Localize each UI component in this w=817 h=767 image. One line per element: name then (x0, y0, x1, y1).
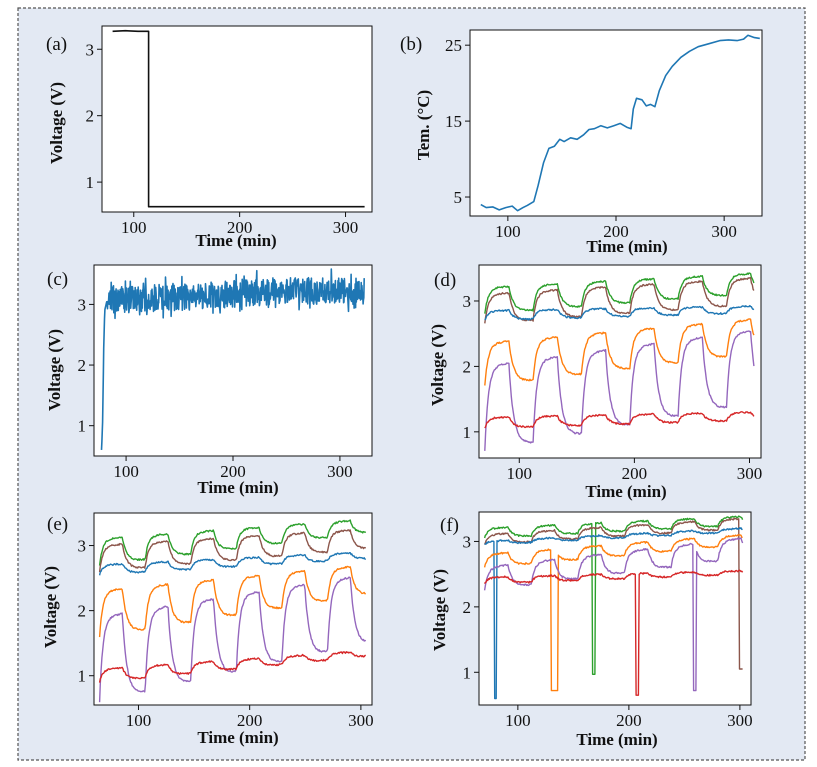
panel-c-xtick-label-300: 300 (327, 462, 353, 481)
panel-e-ytick-label-1: 1 (78, 667, 87, 686)
panel-b-ticks: 100 200 300 5 15 25 (445, 36, 737, 241)
panel-d-xlabel: Time (min) (585, 482, 666, 501)
panel-c-ylabel: Voltage (V) (45, 329, 64, 411)
panel-a-series-voltage (112, 29, 365, 208)
panel-e-ytick-label-3: 3 (78, 537, 87, 556)
panel-d-ylabel: Voltage (V) (428, 324, 447, 406)
panel-c: (c) Voltage (V) Time (min) 100 200 300 1 2 3 (45, 264, 373, 497)
panel-d-series (484, 272, 755, 451)
panel-b-series-temperature (480, 34, 760, 212)
panel-d-series-purple (484, 330, 755, 451)
panel-d-plot-area (478, 264, 762, 459)
panel-e-series-blue (98, 552, 366, 576)
panel-b-series (480, 34, 760, 212)
panel-b-ylabel: Tem. (°C) (414, 90, 433, 160)
panel-f-xtick-label-200: 200 (616, 711, 642, 730)
panel-d-xtick-label-200: 200 (622, 464, 648, 483)
panel-c-ticks: 100 200 300 1 2 3 (78, 295, 353, 481)
panel-f: (f) Voltage (V) Time (min) 100 200 300 1 2 3 (430, 511, 753, 749)
panel-e-xlabel: Time (min) (197, 728, 278, 747)
panel-c-ytick-label-3: 3 (78, 295, 87, 314)
panel-a-plot-area (101, 25, 373, 213)
panel-e-series-brown (98, 529, 367, 573)
panel-d-series-orange (484, 318, 755, 386)
panel-a-ticks: 100 200 300 1 2 3 (86, 40, 359, 237)
panel-f-ytick-label-2: 2 (463, 598, 472, 617)
panel-a-ytick-label-2: 2 (86, 107, 95, 126)
panel-e-ytick-label-2: 2 (78, 602, 87, 621)
panel-e-xtick-label-300: 300 (348, 711, 374, 730)
panel-f-series-blue (484, 527, 743, 700)
panel-b-ytick-label-15: 15 (445, 112, 462, 131)
panel-e: (e) Voltage (V) Time (min) 100 200 300 1 2 3 (41, 512, 374, 747)
panel-e-plot-area (93, 512, 373, 706)
panel-b: (b) Tem. (°C) Time (min) 100 200 300 5 15 25 (400, 29, 763, 256)
panel-c-label: (c) (47, 269, 68, 290)
panel-a-ytick-label-3: 3 (86, 40, 95, 59)
panel-a-xtick-label-200: 200 (227, 218, 253, 237)
panel-b-xtick-label-100: 100 (495, 222, 521, 241)
panel-f-plot-area (478, 511, 752, 706)
panel-d-series-red (484, 411, 755, 429)
panel-d-series-blue (484, 304, 755, 321)
panel-d-xtick-label-300: 300 (737, 464, 763, 483)
panel-d-xtick-label-100: 100 (507, 464, 533, 483)
panel-a-series (112, 29, 365, 208)
panel-e-xtick-label-200: 200 (237, 711, 263, 730)
panel-e-ylabel: Voltage (V) (41, 566, 60, 648)
panel-b-ytick-label-5: 5 (454, 188, 463, 207)
panel-f-series (483, 515, 744, 700)
panel-a: (a) Voltage (V) Time (min) 100 200 300 1 2 3 (46, 25, 373, 250)
panel-e-series-red (98, 651, 366, 683)
panel-c-series (100, 268, 365, 450)
panel-f-series-green (483, 515, 744, 675)
panel-b-label: (b) (400, 34, 422, 55)
panel-f-ylabel: Voltage (V) (430, 569, 449, 651)
panel-e-series-orange (98, 565, 366, 638)
panel-a-ylabel: Voltage (V) (47, 82, 66, 164)
panel-c-xlabel: Time (min) (197, 478, 278, 497)
panel-f-series-brown (483, 517, 743, 670)
panel-c-xtick-label-200: 200 (220, 462, 246, 481)
panel-f-label: (f) (440, 515, 459, 536)
panel-f-series-red (483, 569, 744, 696)
panel-f-ytick-label-1: 1 (463, 663, 472, 682)
panel-a-xtick-label-100: 100 (121, 218, 147, 237)
panel-f-series-purple (483, 537, 744, 692)
panel-e-series-green (98, 519, 367, 566)
panel-f-xlabel: Time (min) (576, 730, 657, 749)
panel-b-plot-area (469, 29, 763, 217)
panel-a-xtick-label-300: 300 (333, 218, 359, 237)
panel-c-xtick-label-100: 100 (113, 462, 139, 481)
panel-f-xtick-label-300: 300 (727, 711, 753, 730)
panel-d-series-green (484, 272, 755, 314)
panel-c-series-voltage (100, 268, 365, 450)
panel-e-xtick-label-100: 100 (126, 711, 152, 730)
panel-d-ytick-label-1: 1 (463, 423, 472, 442)
panel-e-ticks: 100 200 300 1 2 3 (78, 537, 374, 730)
panel-e-series (98, 519, 367, 703)
panel-d-ticks: 100 200 300 1 2 3 (463, 292, 763, 483)
panel-f-ytick-label-3: 3 (463, 532, 472, 551)
panel-f-ticks: 100 200 300 1 2 3 (463, 532, 753, 730)
panel-b-xtick-label-300: 300 (711, 222, 737, 241)
panel-a-xlabel: Time (min) (195, 231, 276, 250)
panel-a-ytick-label-1: 1 (86, 173, 95, 192)
panel-d: (d) Voltage (V) Time (min) 100 200 300 1 2 3 (428, 264, 763, 501)
panel-c-ytick-label-2: 2 (78, 356, 87, 375)
panel-e-label: (e) (47, 514, 68, 535)
panel-a-label: (a) (46, 34, 67, 55)
panel-f-series-orange (483, 534, 743, 692)
panel-e-series-purple (98, 576, 367, 703)
panel-b-ytick-label-25: 25 (445, 36, 462, 55)
panel-d-ytick-label-2: 2 (463, 357, 472, 376)
panel-b-xtick-label-200: 200 (603, 222, 629, 241)
panel-d-ytick-label-3: 3 (463, 292, 472, 311)
panel-c-ytick-label-1: 1 (78, 417, 87, 436)
panel-b-xlabel: Time (min) (586, 237, 667, 256)
panel-d-label: (d) (434, 270, 456, 291)
panel-f-xtick-label-100: 100 (505, 711, 531, 730)
